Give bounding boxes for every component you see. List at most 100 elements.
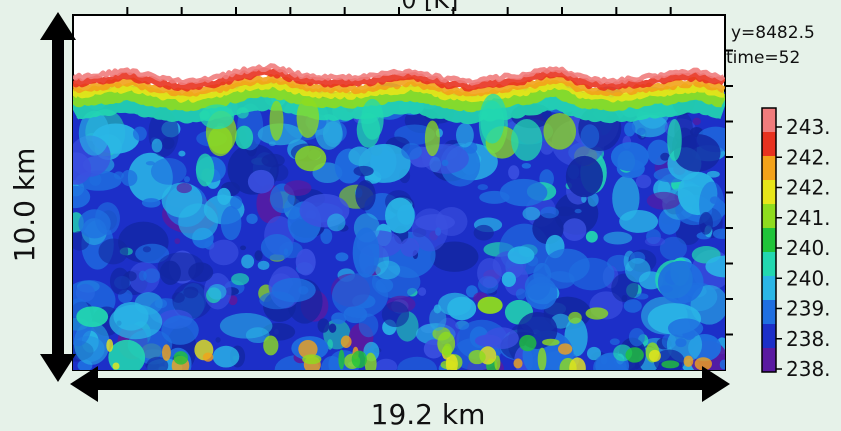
field-blob (320, 228, 333, 244)
x-axis-label: 19.2 km (371, 398, 486, 431)
field-blob (429, 307, 447, 331)
field-blob (245, 327, 270, 344)
field-blob (78, 209, 111, 239)
field-blob (121, 169, 138, 187)
colorbar-labels: 243. 242. 242. 241. 240. 240. 239. 238. 238. (776, 115, 831, 381)
colorbar-segment (762, 276, 776, 301)
field-blob (624, 122, 636, 137)
field-blob (477, 184, 489, 191)
field-blob (143, 268, 161, 283)
field-blob (424, 120, 440, 157)
field-blob (150, 157, 187, 185)
field-blob (146, 356, 169, 370)
field-blob (271, 277, 316, 303)
axis-ticks (126, 7, 733, 336)
field-blob (142, 246, 152, 253)
colorbar-tick-label: 238. (786, 327, 831, 351)
field-blob (195, 153, 215, 187)
field-blob (609, 338, 620, 346)
colorbar-tick-label: 239. (786, 297, 831, 321)
field-blob (254, 250, 263, 261)
field-blob (667, 119, 682, 162)
colorbar (761, 107, 777, 373)
field-blob (317, 318, 330, 333)
field-blob (625, 347, 644, 363)
cloud-top-band (73, 63, 725, 86)
field-blob (295, 248, 316, 276)
field-blob (178, 150, 186, 157)
field-blob (468, 349, 486, 365)
field-blob (358, 313, 379, 338)
field-blob (202, 352, 214, 362)
field-blob (283, 180, 312, 196)
field-blob (352, 227, 380, 278)
field-blob (657, 260, 704, 304)
field-blob (370, 145, 383, 156)
annotation-time: time=52 (726, 48, 800, 68)
field-blob (260, 233, 294, 261)
field-blob (355, 180, 376, 211)
field-blob (477, 258, 502, 288)
y-axis-arrow (40, 12, 76, 382)
field-blob (109, 267, 130, 295)
field-blob (568, 311, 582, 324)
field-blob (217, 187, 231, 206)
field-blob (172, 282, 213, 319)
field-blob (648, 349, 661, 362)
field-blob (161, 344, 171, 361)
field-blob (108, 339, 146, 370)
field-blob (348, 146, 372, 166)
field-blob (624, 258, 651, 283)
field-blob (162, 136, 175, 150)
field-blob (474, 334, 502, 347)
field-blob (207, 283, 227, 300)
field-blob (438, 292, 472, 316)
field-blob (603, 231, 633, 245)
field-blob (569, 357, 586, 370)
field-blob (141, 198, 161, 208)
field-blob (543, 113, 577, 150)
field-blob (540, 206, 559, 219)
field-blob (263, 335, 279, 356)
field-blob (112, 362, 120, 370)
field-blob (537, 347, 547, 370)
field-blob (176, 183, 192, 194)
field-blob (98, 238, 129, 265)
field-blob (199, 104, 235, 130)
field-blob (612, 175, 640, 221)
cloud-top-band (73, 67, 725, 92)
field-blob (585, 230, 598, 243)
field-blob (719, 359, 725, 370)
field-blob (513, 358, 523, 369)
field-blob (442, 343, 453, 358)
field-blob (151, 138, 163, 153)
field-blob (694, 357, 712, 370)
colorbar-segment (762, 324, 776, 349)
field-blob (240, 245, 247, 251)
field-blob (269, 163, 289, 182)
field-blob (511, 119, 543, 162)
field-blob (418, 287, 427, 296)
field-blob (562, 218, 587, 242)
field-blob (298, 339, 318, 359)
field-blob (76, 306, 109, 328)
field-blob (375, 260, 401, 280)
colorbar-segment (762, 156, 776, 181)
field-blob (241, 254, 255, 269)
field-blob (499, 178, 548, 207)
field-blob (521, 162, 532, 169)
colorbar-segment (762, 252, 776, 277)
field-blob (320, 356, 344, 370)
field-blob (580, 124, 600, 149)
field-blob (692, 117, 701, 126)
field-blob (401, 143, 422, 160)
colorbar-segment (762, 180, 776, 205)
field-blob (542, 338, 560, 346)
colorbar-tick-label: 240. (786, 266, 831, 290)
field-blob (230, 195, 243, 210)
cloud-top-band (73, 78, 725, 103)
chart-title-partial: θ [K] (402, 0, 459, 14)
field-blob (381, 301, 410, 328)
field-blob (385, 197, 415, 234)
field-blob (712, 228, 725, 239)
